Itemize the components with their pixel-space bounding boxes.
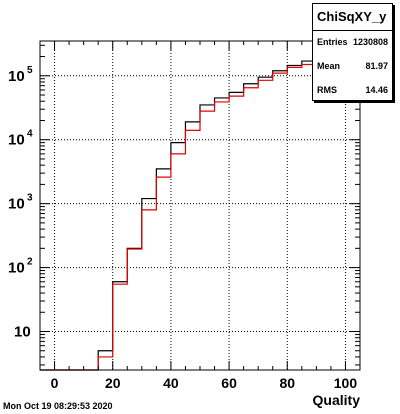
stats-mean-label: Mean <box>317 61 341 71</box>
stats-entries-value: 1230808 <box>352 37 388 47</box>
stats-box: ChiSqXY_y Entries 1230808 Mean 81.97 RMS… <box>312 3 393 101</box>
x-tick-label: 40 <box>163 375 179 391</box>
x-tick-label: 60 <box>221 375 237 391</box>
series-red-histogram <box>40 60 360 371</box>
axis-ticks <box>39 41 361 370</box>
x-axis-title: Quality <box>312 392 360 408</box>
y-tick-exponent: 2 <box>27 257 33 268</box>
y-tick-label: 10 <box>8 132 25 149</box>
y-tick-label: 10 <box>14 324 31 341</box>
y-tick-label: 10 <box>8 196 25 213</box>
y-tick-exponent: 3 <box>27 193 33 204</box>
stats-entries-label: Entries <box>317 37 348 47</box>
timestamp: Mon Oct 19 08:29:53 2020 <box>3 401 113 411</box>
y-tick-label: 10 <box>8 260 25 277</box>
x-tick-label: 0 <box>51 375 59 391</box>
series-black-histogram <box>40 57 346 371</box>
stats-mean-value: 81.97 <box>365 61 388 71</box>
stats-rms-label: RMS <box>317 85 337 95</box>
y-tick-exponent: 5 <box>27 65 33 76</box>
x-tick-label: 80 <box>279 375 295 391</box>
series-group <box>40 57 360 371</box>
stats-title: ChiSqXY_y <box>313 4 392 31</box>
x-tick-label: 20 <box>105 375 121 391</box>
y-tick-exponent: 4 <box>27 129 33 140</box>
stats-rms-value: 14.46 <box>365 85 388 95</box>
x-tick-label: 100 <box>334 375 358 391</box>
y-tick-label: 10 <box>8 68 25 85</box>
